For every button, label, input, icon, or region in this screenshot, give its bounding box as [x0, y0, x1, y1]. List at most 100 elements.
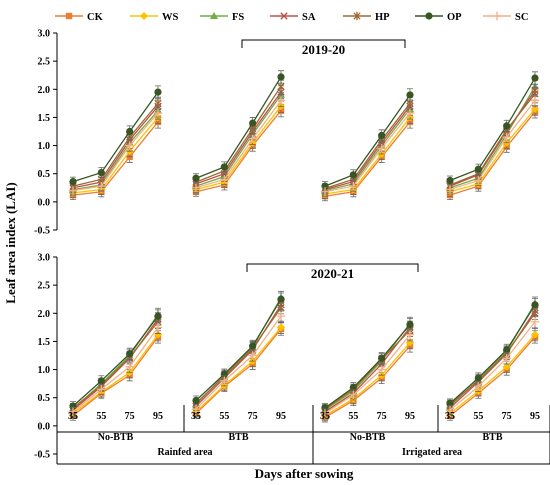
legend-label-hp: HP — [375, 12, 390, 23]
legend-label-sc: SC — [515, 12, 528, 23]
x-tick-label: 75 — [377, 411, 387, 422]
data-point-op — [321, 404, 329, 412]
series-line-sc — [72, 326, 159, 413]
series-line-op — [324, 324, 411, 409]
series-line-ck — [324, 121, 411, 197]
data-point-sc — [68, 186, 78, 195]
data-point-op — [249, 119, 257, 127]
data-point-sc — [474, 176, 483, 185]
season-bracket — [241, 39, 406, 48]
data-point-op — [321, 182, 329, 190]
data-point-sc — [445, 405, 455, 415]
x-tick-label: 95 — [276, 411, 286, 422]
y-tick-label: 1.0 — [38, 365, 51, 376]
x-tick-label: 55 — [348, 411, 358, 422]
data-point-op — [503, 122, 511, 130]
legend-marker-sc — [492, 11, 502, 21]
y-tick-label: 0.5 — [38, 169, 51, 180]
series-line-fs — [195, 94, 282, 187]
y-tick-label: 2.0 — [38, 309, 51, 320]
x-tick-label: 95 — [153, 411, 163, 422]
legend-label-fs: FS — [232, 12, 244, 23]
group-label: No-BTB — [98, 432, 134, 443]
data-point-sc — [191, 404, 201, 414]
data-point-ws — [277, 323, 285, 332]
series-line-sa — [449, 90, 536, 187]
data-point-sc — [125, 141, 134, 150]
data-point-op — [378, 354, 386, 362]
series-line-sc — [72, 112, 159, 192]
data-point-op — [249, 342, 257, 350]
series-line-sa — [195, 91, 282, 185]
data-point-sc — [153, 323, 163, 332]
data-point-sc — [220, 175, 229, 184]
data-point-op — [192, 174, 200, 182]
series-line-fs — [324, 108, 411, 192]
y-tick-label: 1.5 — [38, 113, 51, 124]
data-point-op — [154, 312, 162, 320]
x-tick-label: 95 — [530, 411, 540, 422]
x-tick-label: 55 — [96, 411, 106, 422]
legend-label-ws: WS — [162, 12, 179, 23]
data-point-sc — [405, 108, 415, 118]
series-line-fs — [72, 110, 159, 191]
y-tick-label: 1.0 — [38, 141, 51, 152]
data-point-op — [97, 168, 105, 177]
series-line-ws — [324, 117, 411, 195]
x-tick-label: 35 — [320, 411, 330, 422]
series-line-ws — [195, 326, 282, 413]
data-point-sc — [349, 181, 358, 191]
data-point-sc — [68, 407, 78, 416]
x-tick-label: 35 — [445, 411, 455, 422]
series-line-ws — [72, 117, 159, 194]
x-tick-label: 55 — [219, 411, 229, 422]
legend-marker-sa — [280, 12, 288, 20]
data-point-sc — [97, 181, 106, 191]
data-point-sc — [125, 362, 134, 371]
series-line-hp — [449, 312, 536, 405]
x-tick-label: 55 — [473, 411, 483, 422]
area-label-rainfed: Rainfed area — [157, 447, 212, 458]
y-tick-label: 0.0 — [38, 197, 51, 208]
series-line-sc — [449, 321, 536, 411]
series-line-sc — [324, 112, 411, 193]
y-tick-label: 2.5 — [38, 281, 51, 292]
series-line-hp — [72, 102, 159, 187]
series-line-ck — [449, 336, 536, 417]
data-point-sc — [502, 354, 511, 363]
x-tick-label: 75 — [502, 411, 512, 422]
y-tick-label: 3.0 — [38, 253, 51, 264]
series-line-op — [195, 298, 282, 402]
series-line-sc — [195, 100, 282, 189]
data-point-sc — [191, 183, 201, 192]
series-line-op — [72, 315, 159, 407]
series-line-ck — [195, 110, 282, 193]
data-point-sc — [445, 185, 455, 194]
data-point-op — [349, 171, 357, 179]
series-line-hp — [72, 321, 159, 409]
data-point-op — [406, 320, 414, 329]
series-line-fs — [324, 323, 411, 411]
data-point-op — [531, 74, 539, 82]
legend-marker-ck — [65, 12, 73, 20]
data-point-op — [126, 350, 134, 358]
series-line-hp — [195, 86, 282, 183]
data-point-op — [126, 127, 134, 136]
series-line-hp — [449, 93, 536, 186]
series-line-ws — [449, 108, 536, 193]
data-point-op — [69, 402, 77, 410]
legend-label-sa: SA — [302, 12, 316, 23]
x-axis-label: Days after sowing — [255, 466, 354, 481]
series-line-fs — [449, 86, 536, 189]
data-point-sc — [320, 187, 330, 196]
data-point-op — [474, 374, 482, 382]
data-point-op — [154, 88, 162, 96]
series-line-fs — [449, 302, 536, 407]
y-tick-label: -0.5 — [34, 450, 50, 461]
group-label: No-BTB — [350, 432, 386, 443]
series-line-op — [195, 76, 282, 179]
series-line-sa — [72, 105, 159, 189]
series-line-sc — [449, 100, 536, 191]
